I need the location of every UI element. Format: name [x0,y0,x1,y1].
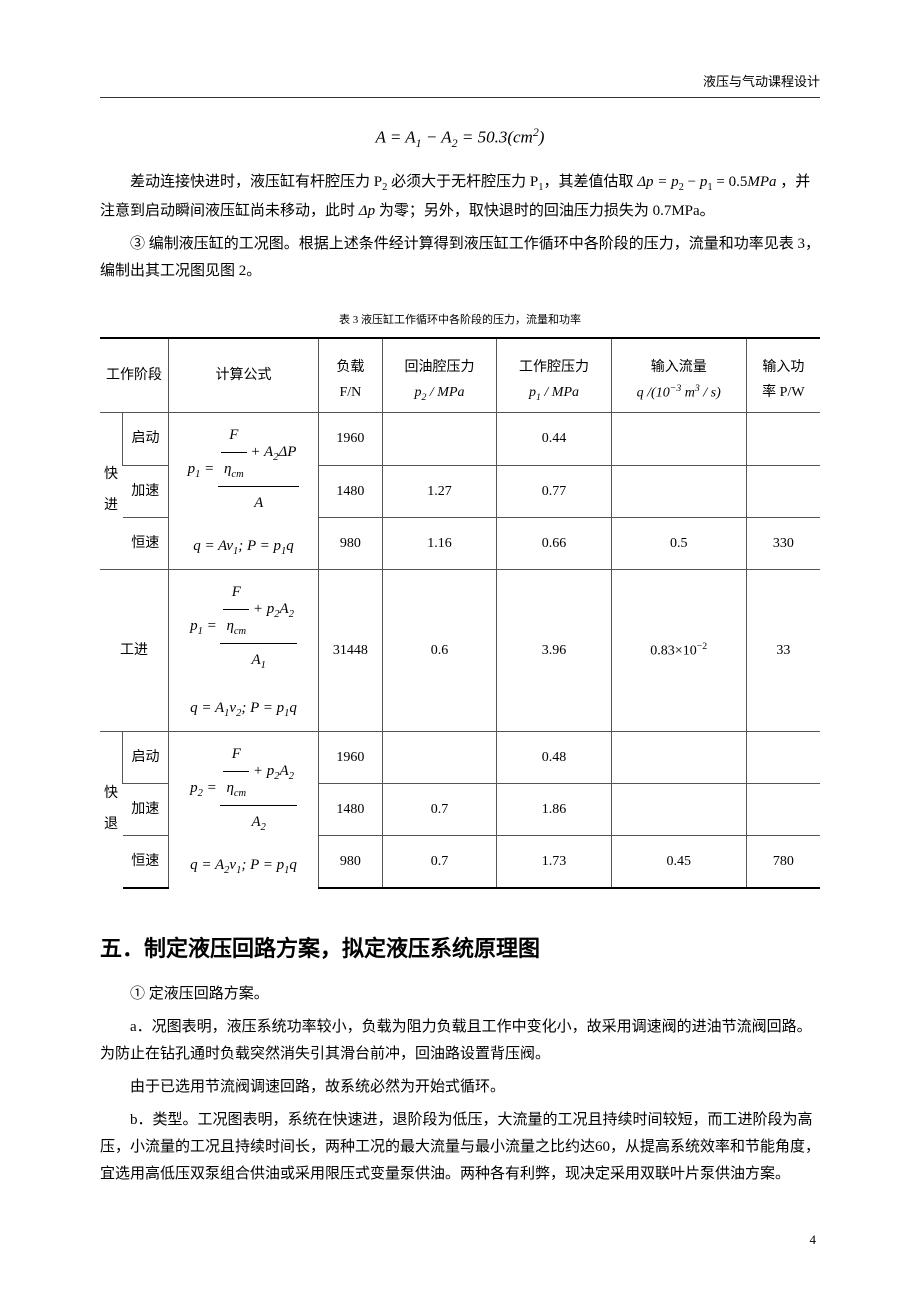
formula-cell: p2 = Fηcm + p2A2 A2 q = A2v1; P = p1q [169,731,319,888]
table-caption: 表 3 液压缸工作循环中各阶段的压力，流量和功率 [100,311,820,331]
sub-stage: 启动 [123,413,169,465]
table-cycle-stages: 工作阶段 计算公式 负载 F/N 回油腔压力 p2 / MPa 工作腔压力 p1… [100,337,820,889]
table-row: 快进 启动 p1 = Fηcm + A2ΔP A q = Av1; P = p1… [100,413,820,465]
section5-p4: b．类型。工况图表明，系统在快速进，退阶段为低压，大流量的工况且持续时间较短，而… [100,1107,820,1188]
running-header: 液压与气动课程设计 [100,70,820,93]
table-header-row: 工作阶段 计算公式 负载 F/N 回油腔压力 p2 / MPa 工作腔压力 p1… [100,338,820,413]
col-formula: 计算公式 [169,338,319,413]
sub-stage: 加速 [123,783,169,835]
table-row: 工进 p1 = Fηcm + p2A2 A1 q = A1v2; P = p1q… [100,570,820,731]
sub-stage: 恒速 [123,835,169,888]
formula-cell: p1 = Fηcm + p2A2 A1 q = A1v2; P = p1q [169,570,319,731]
group-label: 快退 [100,731,123,888]
group-label: 快进 [100,413,123,570]
col-q: 输入流量 q /(10−3 m3 / s) [611,338,746,413]
col-load: 负载 F/N [319,338,383,413]
page-number: 4 [100,1228,820,1251]
paragraph-1: 差动连接快进时，液压缸有杆腔压力 P2 必须大于无杆腔压力 P1，其差值估取 Δ… [100,169,820,225]
group-label: 工进 [100,570,169,731]
section5-p1: ① 定液压回路方案。 [100,981,820,1008]
col-power: 输入功 率 P/W [746,338,820,413]
col-p2: 回油腔压力 p2 / MPa [382,338,496,413]
sub-stage: 加速 [123,465,169,517]
sub-stage: 启动 [123,731,169,783]
formula-cell: p1 = Fηcm + A2ΔP A q = Av1; P = p1q [169,413,319,570]
section5-p3: 由于已选用节流阀调速回路，故系统必然为开始式循环。 [100,1074,820,1101]
header-rule [100,97,820,98]
section-5-title: 五．制定液压回路方案，拟定液压系统原理图 [100,929,820,969]
paragraph-2: ③ 编制液压缸的工况图。根据上述条件经计算得到液压缸工作循环中各阶段的压力，流量… [100,231,820,285]
formula-area-diff: A = A1 − A2 = 50.3(cm2) [100,122,820,154]
col-p1: 工作腔压力 p1 / MPa [497,338,611,413]
sub-stage: 恒速 [123,517,169,569]
table-row: 快退 启动 p2 = Fηcm + p2A2 A2 q = A2v1; P = … [100,731,820,783]
section5-p2: a．况图表明，液压系统功率较小，负载为阻力负载且工作中变化小，故采用调速阀的进油… [100,1014,820,1068]
col-stage: 工作阶段 [100,338,169,413]
